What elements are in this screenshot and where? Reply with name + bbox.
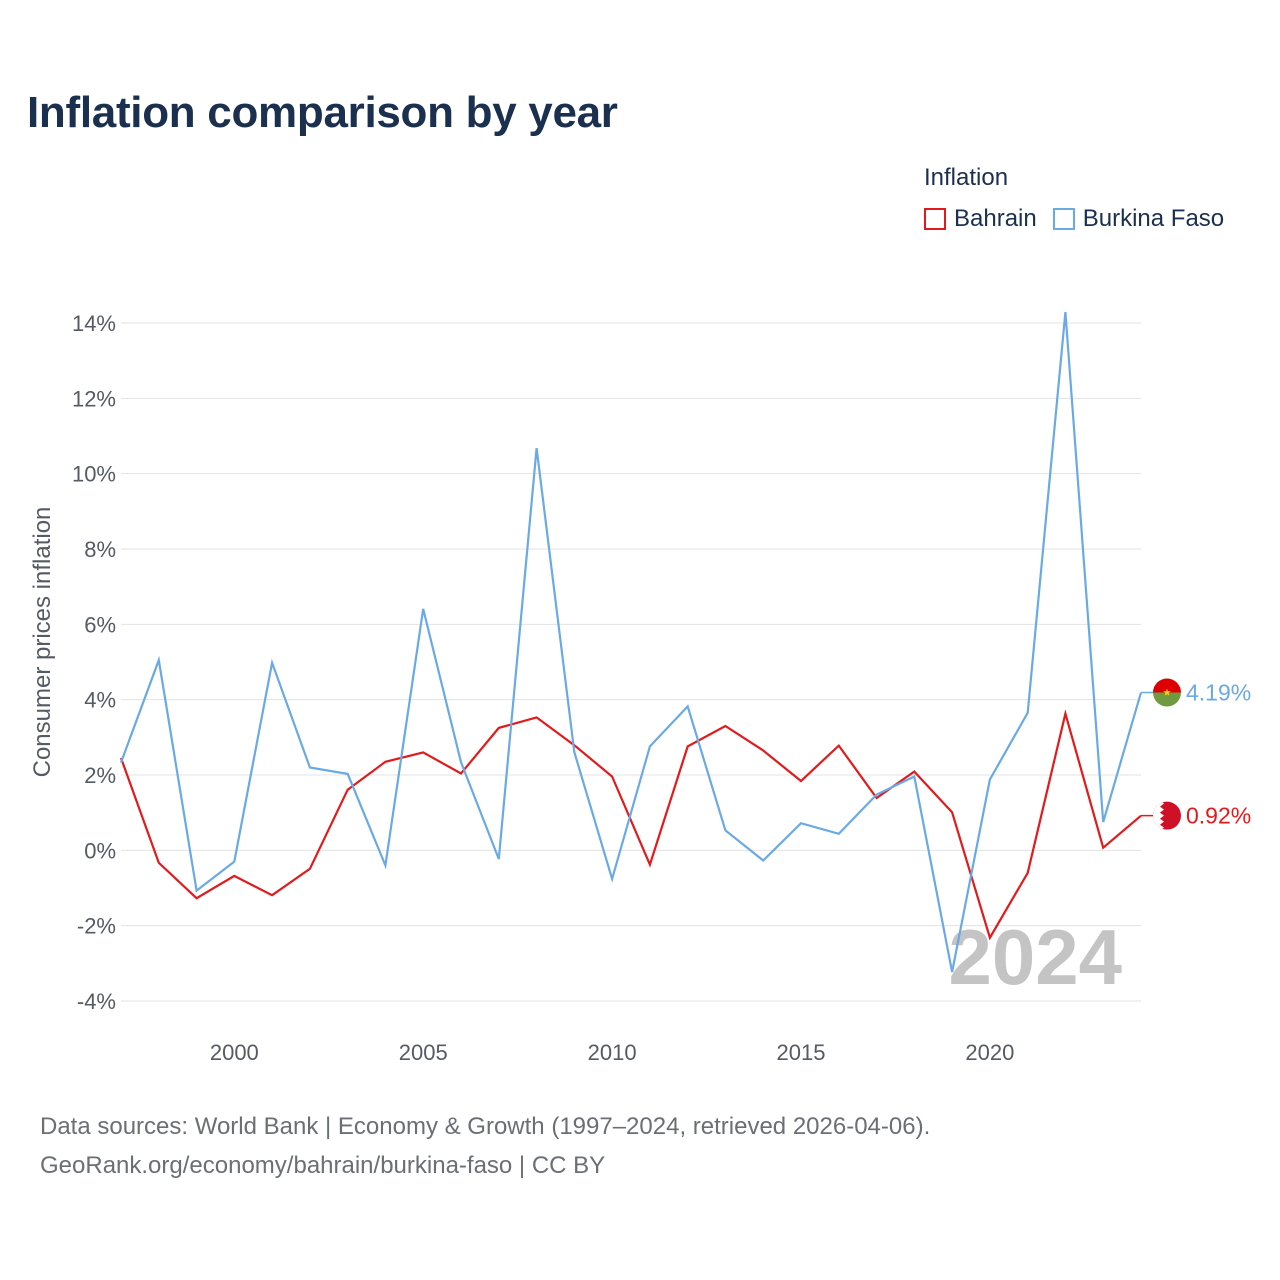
y-tick-label: -4% [77, 989, 116, 1014]
y-tick-label: 14% [72, 311, 116, 336]
y-tick-label: 2% [84, 763, 116, 788]
x-tick-label: 2010 [588, 1040, 637, 1065]
end-label-burkina-faso: 4.19% [1186, 680, 1251, 706]
legend-label-burkina-faso: Burkina Faso [1082, 205, 1225, 232]
flag-stripe-top [1153, 678, 1181, 693]
source-line-2[interactable]: GeoRank.org/economy/bahrain/burkina-faso… [40, 1152, 606, 1179]
source-footer: Data sources: World Bank | Economy & Gro… [40, 1107, 930, 1185]
y-tick-label: 12% [72, 386, 116, 411]
legend-swatch-bahrain [924, 208, 946, 230]
legend-swatch-burkina-faso [1052, 208, 1075, 230]
x-tick-label: 2015 [777, 1040, 826, 1065]
gridlines [121, 322, 1141, 1002]
series-end-markers: 4.19% 0.92% [1141, 678, 1251, 830]
series-line-bahrain [119, 709, 1142, 941]
legend-item-bahrain[interactable]: Bahrain [924, 205, 1037, 233]
legend-item-burkina-faso[interactable]: Burkina Faso [1052, 205, 1225, 233]
y-tick-label: 0% [84, 838, 116, 863]
x-tick-label: 2000 [210, 1040, 259, 1065]
flag-stripe-bottom [1153, 692, 1181, 707]
end-label-bahrain: 0.92% [1186, 803, 1251, 829]
y-tick-label: 6% [84, 612, 116, 637]
legend-title: Inflation [924, 164, 1009, 191]
legend-label-bahrain: Bahrain [954, 205, 1037, 232]
x-tick-label: 2020 [965, 1040, 1014, 1065]
y-axis-title: Consumer prices inflation [29, 507, 56, 778]
y-tick-label: 4% [84, 688, 116, 713]
source-line-1: Data sources: World Bank | Economy & Gro… [40, 1113, 931, 1140]
x-axis-ticks: 2000 2005 2010 2015 2020 [210, 1040, 1015, 1065]
x-tick-label: 2005 [399, 1040, 448, 1065]
series-lines [119, 311, 1143, 973]
flag-bahrain-icon [1153, 801, 1181, 830]
chart-title: Inflation comparison by year [27, 88, 618, 137]
y-tick-label: -2% [77, 914, 116, 939]
y-tick-label: 8% [84, 537, 116, 562]
flag-burkina-faso-icon [1153, 678, 1181, 707]
legend: Bahrain Burkina Faso [924, 205, 1240, 233]
flag-star-icon [1163, 688, 1171, 696]
series-line-burkina-faso [119, 311, 1143, 973]
y-tick-label: 10% [72, 462, 116, 487]
y-axis-ticks: -4% -2% 0% 2% 4% 6% 8% 10% 12% 14% [72, 311, 116, 1014]
year-watermark: 2024 [948, 913, 1122, 1001]
